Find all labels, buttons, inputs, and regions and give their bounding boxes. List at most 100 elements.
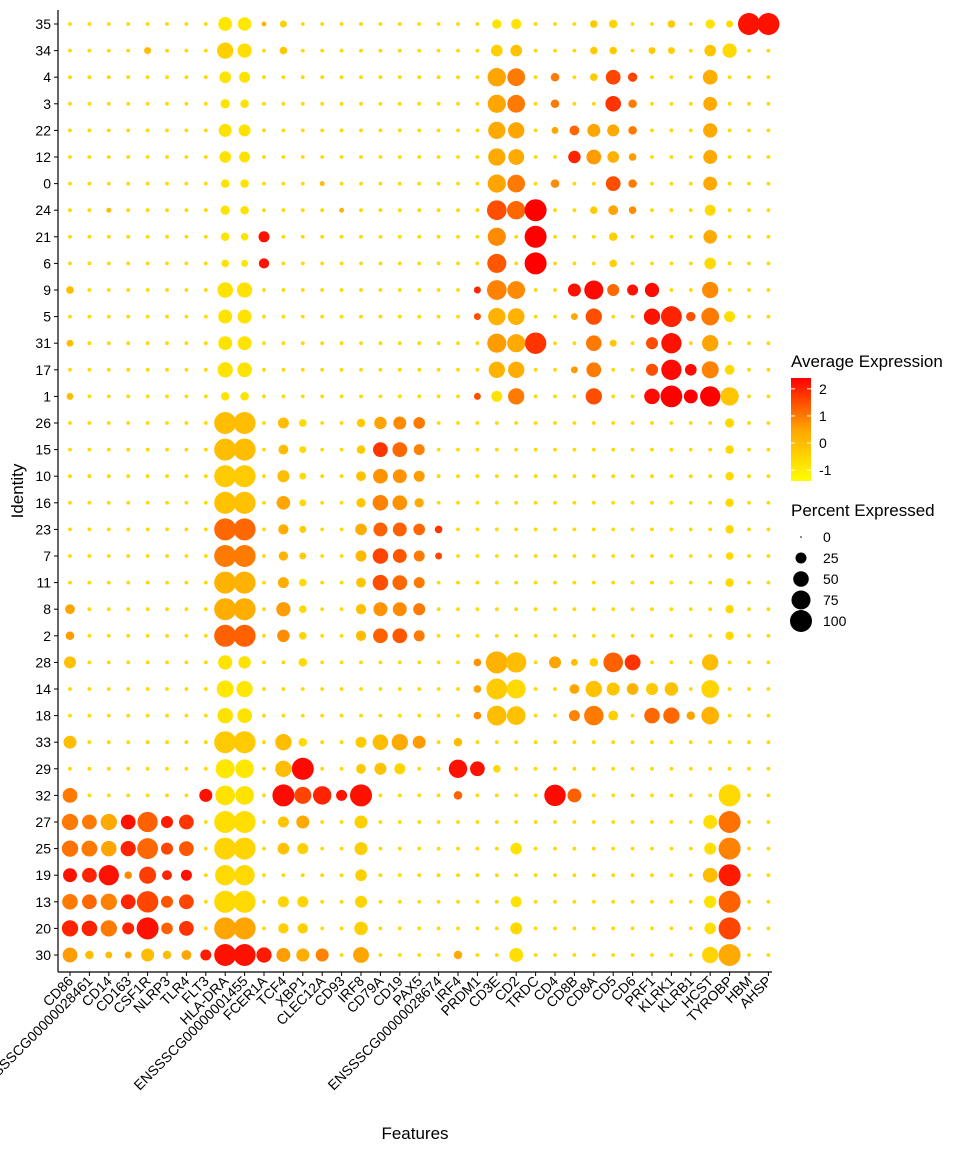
dot-9-CSF1R xyxy=(145,288,150,292)
dot-23-CD4 xyxy=(553,527,557,532)
dot-32-CD8A xyxy=(591,793,596,798)
dot-2-CD163 xyxy=(126,633,131,638)
dot-1-CSF1R xyxy=(145,394,150,399)
dot-16-ENSSSCG00000001455 xyxy=(233,491,256,514)
dot-28-CD8B xyxy=(570,658,578,666)
dot-28-TYROBP xyxy=(727,660,732,665)
dot-28-CD163 xyxy=(126,660,131,665)
dot-1-FCER1A xyxy=(262,394,266,399)
dot-13-ENSSSCG00000001455 xyxy=(233,890,256,913)
dot-23-KLRK1 xyxy=(669,527,674,532)
dot-3-CD19 xyxy=(397,101,402,106)
dot-12-HBM xyxy=(747,155,751,159)
dot-23-TCF4 xyxy=(278,524,289,535)
dot-10-CD93 xyxy=(339,474,344,479)
dot-3-KLRB1 xyxy=(688,101,693,106)
dot-30-PAX5 xyxy=(417,953,422,957)
dot-19-AHSP xyxy=(766,873,771,878)
dot-0-IRF4 xyxy=(456,181,460,186)
dot-20-CD5 xyxy=(611,926,616,931)
dot-1-ENSSSCG00000001455 xyxy=(240,392,249,401)
dot-23-ENSSSCG00000001455 xyxy=(233,518,256,541)
dot-15-CD2 xyxy=(514,447,519,452)
dot-35-CD4 xyxy=(553,22,557,26)
dot-27-CD8B xyxy=(572,820,577,824)
dot-0-CD6 xyxy=(628,179,637,188)
dot-20-CD93 xyxy=(339,926,344,931)
dot-27-CD2 xyxy=(514,820,519,824)
dot-6-CD93 xyxy=(339,261,344,266)
dot-32-ENSSSCG00000001455 xyxy=(235,786,254,805)
y-tick-label: 25 xyxy=(35,841,51,857)
dot-19-KLRK1 xyxy=(669,873,674,878)
dot-21-TYROBP xyxy=(727,234,732,239)
dot-13-IRF4 xyxy=(456,899,460,904)
dot-17-HLA-DRA xyxy=(217,362,233,378)
dot-22-CD6 xyxy=(628,126,637,135)
dot-34-FCER1A xyxy=(262,48,266,53)
dot-25-KLRB1 xyxy=(688,846,693,851)
dot-27-FLT3 xyxy=(203,820,208,824)
dot-26-KLRB1 xyxy=(688,421,693,425)
dot-3-CD4 xyxy=(550,99,560,109)
dot-9-CD3E xyxy=(486,280,507,300)
dot-1-TLR4 xyxy=(184,394,189,399)
dot-4-PAX5 xyxy=(417,75,422,80)
dot-30-AHSP xyxy=(766,953,771,957)
dot-4-TYROBP xyxy=(727,75,732,80)
dot-23-FCER1A xyxy=(262,527,266,532)
dot-6-PRDM1 xyxy=(475,261,480,266)
dot-5-IRF4 xyxy=(456,314,460,319)
dot-26-CD8A xyxy=(591,421,596,425)
dot-34-CLEC12A xyxy=(320,48,325,53)
dot-25-IRF8 xyxy=(354,842,368,856)
dot-13-AHSP xyxy=(766,899,771,904)
dot-21-CD163 xyxy=(126,234,131,239)
y-tick-label: 5 xyxy=(43,309,51,325)
dot-4-TLR4 xyxy=(184,75,189,80)
dot-11-TLR4 xyxy=(184,580,189,585)
dot-32-CD6 xyxy=(630,793,635,798)
dot-26-CD19 xyxy=(393,416,407,430)
dot-33-TYROBP xyxy=(727,740,732,745)
dot-11-AHSP xyxy=(766,580,771,585)
dot-2-TCF4 xyxy=(277,629,290,643)
dot-28-KLRB1 xyxy=(688,660,693,665)
dot-11-PAX5 xyxy=(413,577,425,589)
dot-22-ENSSSCG00000028461 xyxy=(87,128,92,133)
dot-11-CD8A xyxy=(591,580,596,585)
dot-22-HLA-DRA xyxy=(218,123,232,137)
dot-28-CD14 xyxy=(106,660,111,665)
dot-19-FLT3 xyxy=(203,873,208,878)
dot-26-CSF1R xyxy=(145,421,150,425)
dot-16-CD6 xyxy=(630,500,635,505)
dot-18-ENSSSCG00000028461 xyxy=(87,713,92,718)
dot-22-CD8B xyxy=(569,125,580,136)
dot-27-PRF1 xyxy=(650,820,654,824)
dot-32-CD93 xyxy=(336,789,348,801)
dot-33-CD4 xyxy=(553,740,557,745)
dot-24-CSF1R xyxy=(145,208,150,213)
dot-20-TYROBP xyxy=(718,917,741,940)
dot-22-TCF4 xyxy=(281,128,286,133)
dot-22-CD79A xyxy=(378,128,383,133)
dot-9-CD8A xyxy=(584,280,604,300)
dot-4-HCST xyxy=(702,69,718,85)
dot-9-ENSSSCG00000028461 xyxy=(87,288,92,292)
dot-10-CD4 xyxy=(553,474,557,479)
dot-21-CD8B xyxy=(572,234,577,239)
dot-7-TCF4 xyxy=(278,551,289,561)
dot-31-CD14 xyxy=(106,341,111,346)
dot-8-CD6 xyxy=(630,607,635,612)
dot-4-XBP1 xyxy=(300,75,305,80)
dot-13-CD2 xyxy=(510,896,522,908)
dot-26-CD5 xyxy=(611,421,616,425)
dot-4-NLRP3 xyxy=(165,75,169,80)
dot-34-CD19 xyxy=(397,48,402,53)
dot-21-IRF8 xyxy=(359,234,363,239)
dot-35-NLRP3 xyxy=(165,22,169,26)
dot-5-TCF4 xyxy=(281,314,286,319)
dot-26-HLA-DRA xyxy=(214,412,237,434)
dot-32-NLRP3 xyxy=(165,793,169,798)
